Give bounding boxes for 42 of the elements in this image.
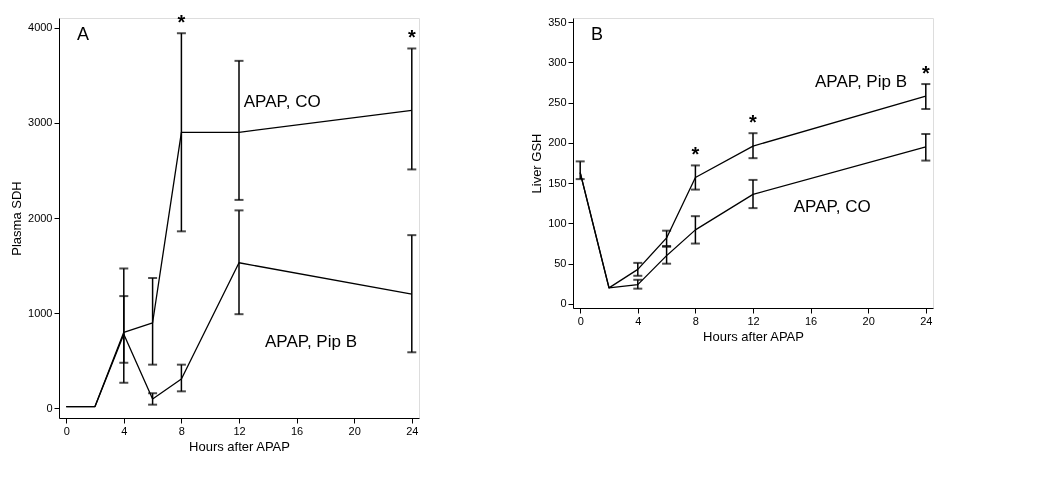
y-axis-title: Liver GSH bbox=[529, 133, 545, 194]
x-tick-label: 8 bbox=[178, 424, 185, 437]
chart-title: B bbox=[591, 24, 604, 44]
annotation: * bbox=[921, 62, 930, 85]
x-tick-label: 4 bbox=[635, 314, 642, 327]
chart-title: A bbox=[77, 24, 90, 44]
series-label: APAP, CO bbox=[243, 92, 321, 111]
x-axis-title: Hours after APAP bbox=[189, 438, 290, 454]
y-tick-label: 3000 bbox=[28, 116, 53, 129]
y-tick-label: 100 bbox=[548, 216, 567, 229]
x-tick-label: 4 bbox=[121, 424, 128, 437]
x-tick-label: 24 bbox=[920, 314, 933, 327]
x-tick-label: 0 bbox=[577, 314, 584, 327]
y-tick-label: 250 bbox=[548, 96, 567, 109]
y-tick-label: 150 bbox=[548, 176, 567, 189]
y-tick-label: 2000 bbox=[28, 211, 53, 224]
y-axis-title: Plasma SDH bbox=[9, 181, 25, 256]
x-tick-label: 16 bbox=[804, 314, 818, 327]
y-tick-label: 1000 bbox=[28, 306, 53, 319]
x-tick-label: 12 bbox=[747, 314, 760, 327]
x-axis-title: Hours after APAP bbox=[703, 328, 804, 344]
y-tick-label: 200 bbox=[548, 136, 567, 149]
series-label: APAP, Pip B bbox=[815, 71, 907, 91]
y-tick-label: 0 bbox=[560, 297, 567, 310]
annotation: * bbox=[407, 26, 416, 49]
y-tick-label: 300 bbox=[548, 55, 567, 68]
annotation: * bbox=[749, 111, 758, 134]
y-tick-label: 0 bbox=[46, 401, 53, 414]
x-tick-label: 20 bbox=[348, 424, 361, 437]
annotation: * bbox=[691, 143, 700, 166]
x-tick-label: 20 bbox=[862, 314, 875, 327]
y-tick-label: 50 bbox=[554, 257, 567, 270]
x-tick-label: 0 bbox=[63, 424, 70, 437]
x-tick-label: 8 bbox=[692, 314, 699, 327]
x-tick-label: 24 bbox=[406, 424, 419, 437]
x-tick-label: 12 bbox=[233, 424, 246, 437]
x-tick-label: 16 bbox=[290, 424, 304, 437]
annotation: * bbox=[177, 11, 186, 34]
series-label: APAP, CO bbox=[793, 196, 871, 216]
y-tick-label: 350 bbox=[548, 15, 567, 28]
text: APAP, Pip B bbox=[265, 332, 357, 351]
y-tick-label: 4000 bbox=[28, 21, 53, 34]
